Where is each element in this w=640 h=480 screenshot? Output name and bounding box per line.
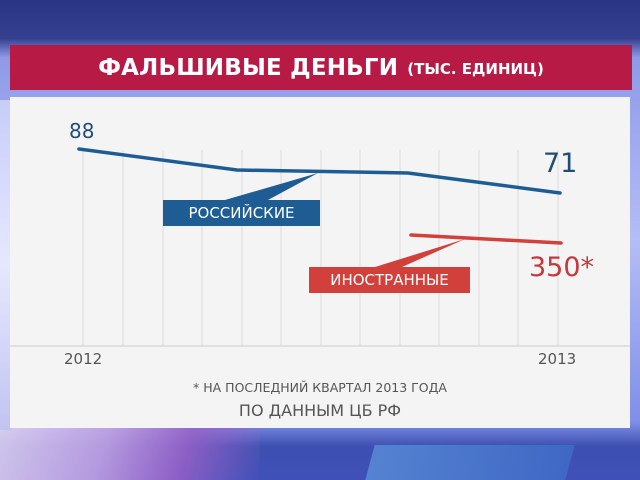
- chart-unit: (ТЫС. ЕДИНИЦ): [407, 60, 544, 78]
- title-bar: ФАЛЬШИВЫЕ ДЕНЬГИ (ТЫС. ЕДИНИЦ): [10, 45, 632, 90]
- x-tick-2013: 2013: [538, 350, 577, 368]
- series-line-foreign: [409, 233, 563, 245]
- vertical-gridlines: [82, 150, 559, 346]
- callout-pointer-russian: [225, 173, 318, 200]
- series-tag-russian: РОССИЙСКИЕ: [163, 200, 320, 226]
- background-glow: [0, 100, 12, 430]
- chart-title: ФАЛЬШИВЫЕ ДЕНЬГИ: [98, 54, 399, 81]
- background-decoration: [0, 420, 260, 480]
- source-note: ПО ДАННЫМ ЦБ РФ: [238, 401, 402, 420]
- callout-pointer-foreign: [375, 239, 465, 267]
- value-label-2012-russian: 88: [69, 119, 95, 143]
- value-label-2013-foreign: 350*: [529, 252, 595, 283]
- footnote: * НА ПОСЛЕДНИЙ КВАРТАЛ 2013 ГОДА: [193, 380, 447, 395]
- series-tag-foreign: ИНОСТРАННЫЕ: [309, 267, 470, 293]
- x-tick-2012: 2012: [64, 350, 103, 368]
- series-line-russian: [77, 147, 562, 195]
- value-label-2013-russian: 71: [543, 148, 578, 179]
